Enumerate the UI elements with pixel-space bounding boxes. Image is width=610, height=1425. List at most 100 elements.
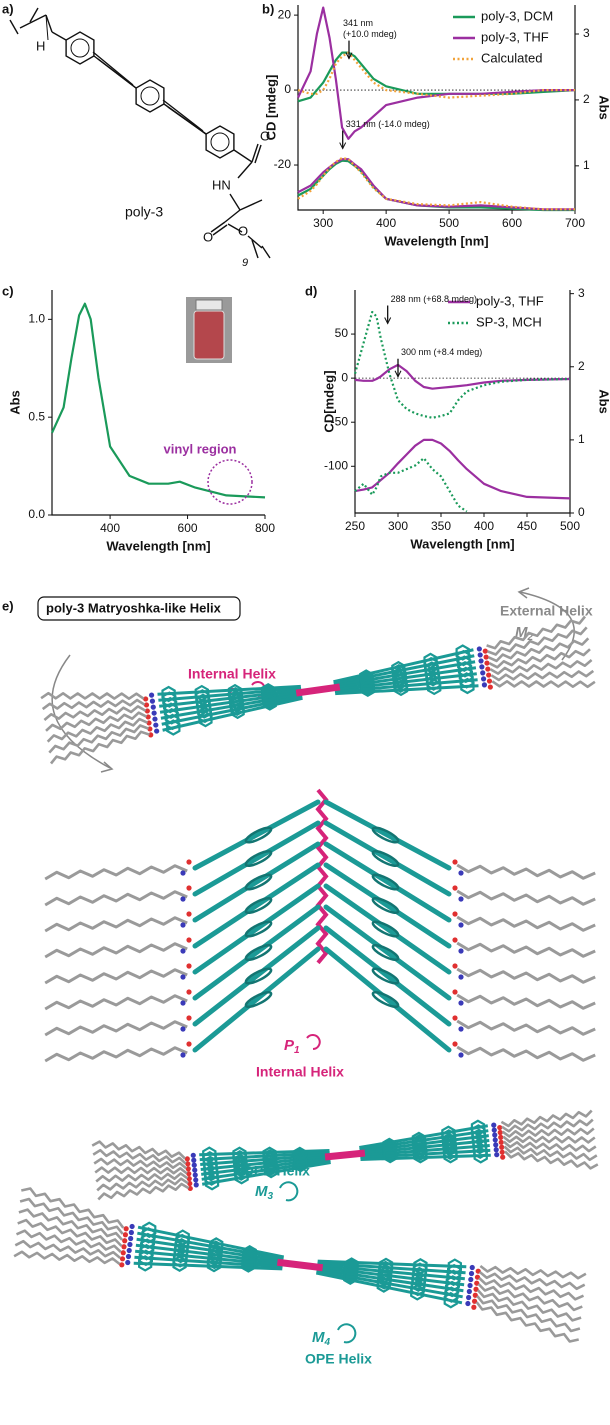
y2-tick-label: 2 [578, 359, 585, 373]
arrow-head [394, 370, 402, 378]
helix-symbol: M3 [255, 1183, 274, 1202]
atom-dot [471, 1304, 477, 1310]
phenyl [241, 1256, 256, 1273]
x-tick-label: 800 [255, 521, 275, 535]
atom: H [36, 38, 45, 53]
atom-dot [458, 1052, 464, 1058]
alkyl-chain [21, 1187, 125, 1229]
alkyl-chain [44, 942, 188, 959]
atom: O [238, 223, 248, 238]
alkyl-chain [18, 1208, 124, 1241]
atom-dot [186, 885, 192, 891]
phenyl [343, 1268, 358, 1285]
data-line [297, 158, 575, 211]
phenyl [244, 920, 273, 938]
atom-dot [119, 1256, 126, 1262]
bond [167, 106, 207, 135]
phenyl [371, 873, 400, 891]
panel-label: b) [262, 1, 274, 16]
x-tick-label: 250 [345, 519, 365, 533]
alkyl-chain [41, 698, 146, 711]
atom-dot [477, 652, 483, 658]
alkyl-chain [92, 1148, 187, 1165]
axis [354, 290, 571, 514]
bond [229, 193, 241, 211]
ope-rod [192, 820, 321, 897]
backbone-core [295, 683, 341, 697]
y2-axis-label: Abs [597, 95, 610, 120]
bond [212, 224, 228, 236]
phenyl [233, 1160, 248, 1178]
atom-dot [153, 722, 159, 728]
phenyl [393, 679, 409, 697]
ope-rod [192, 799, 321, 871]
bond [51, 31, 67, 41]
y2-tick-label: 3 [583, 26, 590, 40]
phenyl [371, 920, 400, 938]
bond [247, 235, 263, 249]
aromatic [70, 38, 90, 58]
phenyl [377, 1270, 392, 1287]
atom-dot [120, 1250, 126, 1256]
atom-dot [487, 684, 493, 690]
atom-dot [186, 1041, 192, 1047]
helix-symbol: P1 [284, 1037, 300, 1056]
ope-rod [192, 862, 321, 949]
phenyl [244, 943, 273, 962]
x-tick-label: 300 [313, 216, 333, 230]
y-tick-label: 50 [335, 326, 349, 340]
atom-dot [452, 1041, 458, 1047]
helix-label: Internal Helix [188, 666, 276, 682]
atom-dot [121, 1244, 127, 1250]
aromatic [140, 86, 160, 106]
phenyl [473, 1147, 488, 1164]
phenyl [244, 990, 273, 1009]
alkyl-chain [476, 1295, 581, 1333]
annotation: (+10.0 mdeg) [343, 29, 397, 39]
atom-dot [452, 1015, 458, 1021]
phenyl [161, 685, 176, 703]
alkyl-chain [44, 890, 188, 907]
y2-tick-label: 3 [578, 286, 585, 300]
x-axis-label: Wavelength [nm] [106, 538, 210, 553]
atom-dot [150, 704, 156, 710]
phenyl [293, 1155, 308, 1173]
atom-dot [180, 922, 186, 928]
alkyl-chain [478, 1271, 586, 1291]
twist-arrow [279, 1181, 299, 1202]
alkyl-chain [479, 1264, 587, 1280]
panel-label: a) [2, 1, 14, 16]
ope-rod [192, 904, 321, 1001]
atom-dot [122, 1232, 129, 1238]
phenyl [138, 1255, 153, 1272]
x-tick-label: 600 [502, 216, 522, 230]
alkyl-chain [44, 864, 188, 881]
rotation-arrow [100, 761, 114, 773]
phenyl [197, 702, 212, 719]
alkyl-chain [44, 1020, 188, 1037]
ope-rod [323, 883, 452, 975]
bond [162, 99, 204, 132]
legend-label: SP-3, MCH [476, 314, 542, 329]
atom-dot [128, 1229, 134, 1236]
phenyl [413, 1146, 428, 1164]
alkyl-chain [500, 1109, 593, 1128]
data-line [354, 457, 468, 513]
alkyl-chain [456, 967, 596, 984]
atom-dot [180, 1000, 186, 1006]
ope-rod [323, 904, 452, 1001]
atom-dot [180, 1026, 186, 1032]
atom-dot [122, 1238, 128, 1244]
alkyl-chain [40, 691, 145, 701]
atom: HN [212, 177, 231, 192]
atom-dot [476, 646, 482, 652]
x-tick-label: 500 [439, 216, 459, 230]
atom-dot [481, 682, 488, 688]
phenyl [244, 967, 273, 985]
phenyl [371, 826, 400, 844]
alkyl-chain [503, 1145, 598, 1162]
y-tick-label: 0 [341, 370, 348, 384]
phenyl [413, 1144, 428, 1161]
alkyl-chain [489, 659, 593, 675]
bond [92, 51, 134, 86]
